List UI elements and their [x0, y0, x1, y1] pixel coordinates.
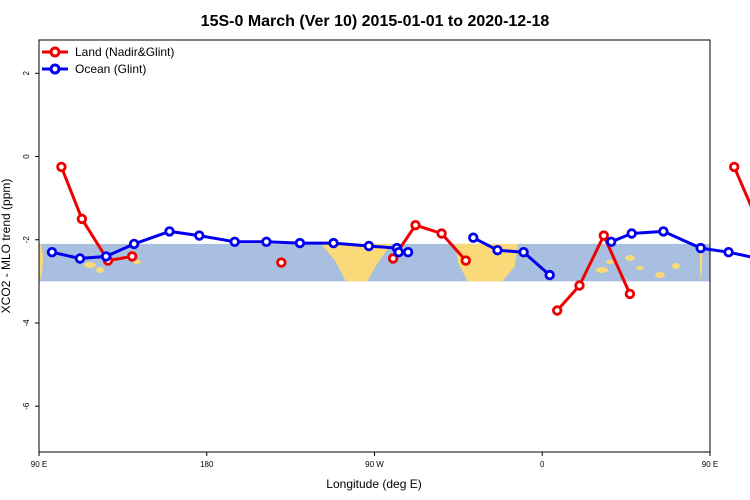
- x-tick-label: 0: [540, 460, 545, 469]
- data-point: [261, 236, 272, 247]
- island: [606, 260, 614, 264]
- legend-label-ocean: Ocean (Glint): [75, 62, 146, 76]
- data-point: [723, 246, 734, 258]
- series-line: [610, 229, 750, 259]
- series-layer: [46, 161, 750, 316]
- x-tick-label: 90 E: [31, 460, 47, 469]
- data-point: [606, 236, 617, 247]
- data-point: [658, 226, 669, 237]
- data-point: [436, 228, 447, 239]
- series-line: [556, 234, 632, 312]
- island: [672, 263, 680, 269]
- land-mass: [321, 243, 392, 282]
- x-tick-label: 180: [200, 460, 214, 469]
- data-point: [544, 269, 555, 281]
- data-point: [624, 288, 636, 300]
- legend-label-land: Land (Nadir&Glint): [75, 45, 174, 59]
- x-tick-label: 90 E: [702, 460, 718, 469]
- data-point: [695, 242, 706, 254]
- data-point: [328, 237, 339, 249]
- chart-title: 15S-0 March (Ver 10) 2015-01-01 to 2020-…: [201, 13, 550, 30]
- data-point: [76, 213, 88, 225]
- land-mass: [455, 243, 518, 282]
- y-tick-label: -6: [22, 402, 31, 410]
- series-ocean: [46, 226, 750, 281]
- data-point: [74, 253, 86, 264]
- island: [133, 260, 141, 264]
- data-point: [460, 255, 471, 266]
- island: [96, 267, 104, 273]
- data-point: [56, 161, 67, 173]
- series-land: [56, 161, 750, 316]
- y-axis-label: XCO2 - MLO trend (ppm): [0, 179, 13, 314]
- data-point: [402, 246, 414, 258]
- data-point: [164, 226, 175, 237]
- data-point: [276, 257, 287, 268]
- series-line: [472, 236, 551, 277]
- land-mass: [39, 243, 44, 282]
- data-point: [229, 236, 240, 247]
- x-tick-label: 90 W: [365, 460, 384, 469]
- y-axis: 2 0 -2 -4 -6: [22, 71, 39, 410]
- legend-marker-land: [49, 46, 61, 58]
- data-point: [126, 251, 138, 262]
- island: [596, 267, 608, 273]
- data-point: [468, 232, 479, 243]
- series-line: [60, 166, 133, 263]
- data-point: [574, 280, 585, 291]
- island: [655, 272, 665, 278]
- legend-marker-ocean: [49, 63, 61, 75]
- data-point: [100, 251, 112, 262]
- data-point: [518, 246, 529, 258]
- data-point: [363, 240, 375, 252]
- x-axis-label: Longitude (deg E): [326, 477, 421, 491]
- data-point: [410, 219, 421, 231]
- legend: Land (Nadir&Glint) Ocean (Glint): [42, 45, 174, 76]
- data-point: [46, 246, 58, 258]
- data-point: [294, 237, 306, 249]
- data-point: [729, 161, 740, 173]
- data-point: [387, 253, 399, 264]
- series-line: [732, 166, 750, 208]
- y-tick-label: 2: [22, 71, 31, 76]
- data-point: [598, 230, 609, 241]
- data-point: [626, 228, 637, 239]
- data-point: [492, 244, 503, 256]
- series-line: [391, 223, 467, 262]
- y-tick-label: -2: [22, 236, 31, 244]
- island: [625, 255, 635, 261]
- data-point: [194, 230, 205, 241]
- data-point: [552, 305, 563, 316]
- island: [84, 262, 96, 268]
- island: [636, 266, 644, 270]
- data-point: [393, 246, 404, 258]
- data-point: [128, 238, 140, 250]
- y-tick-label: 0: [22, 154, 31, 159]
- y-tick-label: -4: [22, 319, 31, 327]
